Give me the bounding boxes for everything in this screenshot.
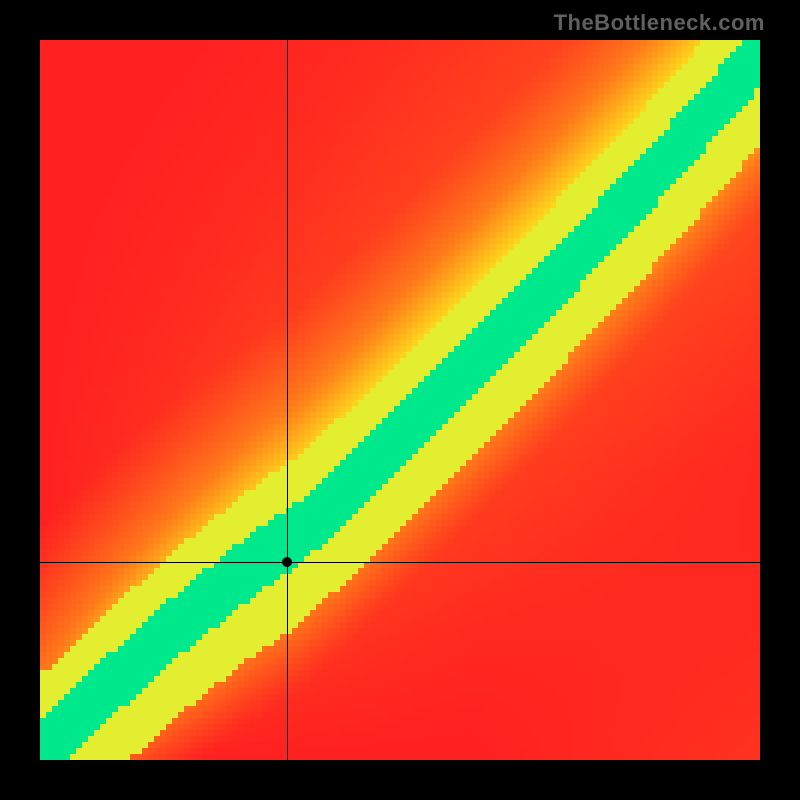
crosshair-vertical [287, 40, 288, 760]
crosshair-marker [282, 557, 292, 567]
source-watermark: TheBottleneck.com [554, 10, 765, 36]
plot-area [40, 40, 760, 760]
crosshair-horizontal [40, 562, 760, 563]
heatmap-canvas [40, 40, 760, 760]
